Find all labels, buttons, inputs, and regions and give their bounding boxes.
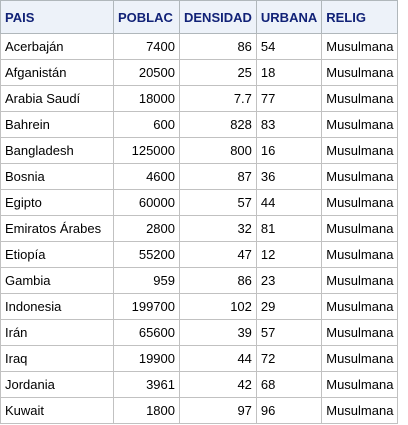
table-row[interactable]: Acerbaján 7400 86 54 Musulmana [0, 33, 399, 60]
cell-densidad[interactable]: 828 [179, 111, 257, 138]
cell-poblac[interactable]: 4600 [113, 163, 180, 190]
cell-poblac[interactable]: 60000 [113, 189, 180, 216]
cell-pais[interactable]: Bosnia [0, 163, 114, 190]
cell-relig[interactable]: Musulmana [321, 319, 399, 346]
cell-poblac[interactable]: 18000 [113, 85, 180, 112]
cell-pais[interactable]: Gambia [0, 267, 114, 294]
cell-relig[interactable]: Musulmana [321, 111, 399, 138]
cell-relig[interactable]: Musulmana [321, 241, 399, 268]
cell-urbana[interactable]: 12 [255, 241, 323, 268]
cell-pais[interactable]: Kuwait [0, 397, 114, 424]
cell-urbana[interactable]: 44 [255, 189, 323, 216]
table-row[interactable]: Jordania 3961 42 68 Musulmana [0, 371, 399, 398]
cell-poblac[interactable]: 19900 [113, 345, 180, 372]
cell-poblac[interactable]: 3961 [113, 371, 180, 398]
column-header-poblac[interactable]: POBLAC [113, 0, 180, 34]
cell-relig[interactable]: Musulmana [321, 163, 399, 190]
cell-urbana[interactable]: 96 [255, 397, 323, 424]
column-header-pais[interactable]: PAIS [0, 0, 114, 34]
cell-densidad[interactable]: 86 [179, 33, 257, 60]
table-row[interactable]: Egipto 60000 57 44 Musulmana [0, 189, 399, 216]
cell-relig[interactable]: Musulmana [321, 293, 399, 320]
table-row[interactable]: Emiratos Árabes 2800 32 81 Musulmana [0, 215, 399, 242]
cell-densidad[interactable]: 97 [179, 397, 257, 424]
column-header-relig[interactable]: RELIG [321, 0, 399, 34]
cell-urbana[interactable]: 23 [255, 267, 323, 294]
column-header-urbana[interactable]: URBANA [255, 0, 323, 34]
cell-poblac[interactable]: 65600 [113, 319, 180, 346]
cell-pais[interactable]: Iraq [0, 345, 114, 372]
cell-urbana[interactable]: 36 [255, 163, 323, 190]
table-row[interactable]: Irán 65600 39 57 Musulmana [0, 319, 399, 346]
cell-poblac[interactable]: 20500 [113, 59, 180, 86]
cell-densidad[interactable]: 57 [179, 189, 257, 216]
cell-relig[interactable]: Musulmana [321, 85, 399, 112]
cell-densidad[interactable]: 42 [179, 371, 257, 398]
cell-urbana[interactable]: 77 [255, 85, 323, 112]
cell-relig[interactable]: Musulmana [321, 59, 399, 86]
cell-poblac[interactable]: 2800 [113, 215, 180, 242]
cell-pais[interactable]: Etiopía [0, 241, 114, 268]
cell-urbana[interactable]: 16 [255, 137, 323, 164]
table-row[interactable]: Afganistán 20500 25 18 Musulmana [0, 59, 399, 86]
cell-pais[interactable]: Acerbaján [0, 33, 114, 60]
cell-densidad[interactable]: 86 [179, 267, 257, 294]
cell-densidad[interactable]: 102 [179, 293, 257, 320]
cell-densidad[interactable]: 47 [179, 241, 257, 268]
cell-urbana[interactable]: 18 [255, 59, 323, 86]
cell-relig[interactable]: Musulmana [321, 267, 399, 294]
cell-relig[interactable]: Musulmana [321, 33, 399, 60]
header-row: PAIS POBLAC DENSIDAD URBANA RELIG [0, 0, 399, 34]
cell-relig[interactable]: Musulmana [321, 189, 399, 216]
cell-poblac[interactable]: 959 [113, 267, 180, 294]
table-body: Acerbaján 7400 86 54 Musulmana Afganistán 2050… [0, 33, 399, 424]
table-row[interactable]: Kuwait 1800 97 96 Musulmana [0, 397, 399, 424]
table-row[interactable]: Indonesia 199700 102 29 Musulmana [0, 293, 399, 320]
cell-densidad[interactable]: 32 [179, 215, 257, 242]
cell-densidad[interactable]: 7.7 [179, 85, 257, 112]
cell-pais[interactable]: Bahrein [0, 111, 114, 138]
cell-pais[interactable]: Indonesia [0, 293, 114, 320]
table-row[interactable]: Arabia Saudí 18000 7.7 77 Musulmana [0, 85, 399, 112]
cell-pais[interactable]: Egipto [0, 189, 114, 216]
cell-densidad[interactable]: 25 [179, 59, 257, 86]
cell-relig[interactable]: Musulmana [321, 345, 399, 372]
table-row[interactable]: Gambia 959 86 23 Musulmana [0, 267, 399, 294]
cell-relig[interactable]: Musulmana [321, 371, 399, 398]
cell-urbana[interactable]: 68 [255, 371, 323, 398]
cell-poblac[interactable]: 600 [113, 111, 180, 138]
table-row[interactable]: Bahrein 600 828 83 Musulmana [0, 111, 399, 138]
column-header-densidad[interactable]: DENSIDAD [179, 0, 257, 34]
cell-pais[interactable]: Emiratos Árabes [0, 215, 114, 242]
table-row[interactable]: Iraq 19900 44 72 Musulmana [0, 345, 399, 372]
cell-relig[interactable]: Musulmana [321, 215, 399, 242]
cell-pais[interactable]: Bangladesh [0, 137, 114, 164]
cell-pais[interactable]: Irán [0, 319, 114, 346]
cell-relig[interactable]: Musulmana [321, 137, 399, 164]
cell-pais[interactable]: Jordania [0, 371, 114, 398]
cell-urbana[interactable]: 81 [255, 215, 323, 242]
cell-pais[interactable]: Arabia Saudí [0, 85, 114, 112]
cell-urbana[interactable]: 54 [255, 33, 323, 60]
cell-poblac[interactable]: 199700 [113, 293, 180, 320]
data-table: PAIS POBLAC DENSIDAD URBANA RELIG Acerba… [0, 0, 399, 424]
cell-densidad[interactable]: 87 [179, 163, 257, 190]
cell-urbana[interactable]: 29 [255, 293, 323, 320]
cell-pais[interactable]: Afganistán [0, 59, 114, 86]
cell-urbana[interactable]: 83 [255, 111, 323, 138]
table-row[interactable]: Etiopía 55200 47 12 Musulmana [0, 241, 399, 268]
cell-densidad[interactable]: 39 [179, 319, 257, 346]
cell-relig[interactable]: Musulmana [321, 397, 399, 424]
cell-poblac[interactable]: 55200 [113, 241, 180, 268]
cell-urbana[interactable]: 72 [255, 345, 323, 372]
cell-poblac[interactable]: 7400 [113, 33, 180, 60]
cell-urbana[interactable]: 57 [255, 319, 323, 346]
cell-densidad[interactable]: 44 [179, 345, 257, 372]
table-row[interactable]: Bangladesh 125000 800 16 Musulmana [0, 137, 399, 164]
cell-poblac[interactable]: 125000 [113, 137, 180, 164]
cell-densidad[interactable]: 800 [179, 137, 257, 164]
table-row[interactable]: Bosnia 4600 87 36 Musulmana [0, 163, 399, 190]
cell-poblac[interactable]: 1800 [113, 397, 180, 424]
